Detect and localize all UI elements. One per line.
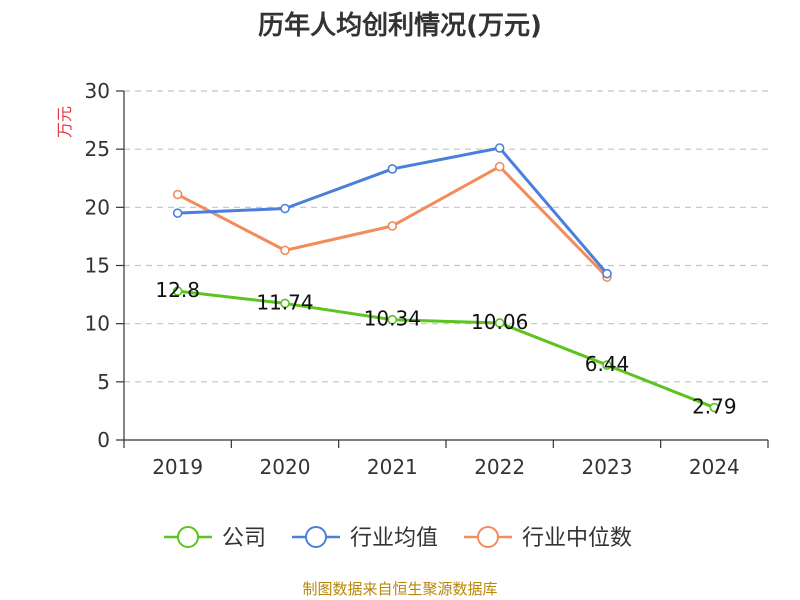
data-label: 11.74 bbox=[256, 290, 313, 314]
chart-title: 历年人均创利情况(万元) bbox=[258, 10, 542, 41]
data-point bbox=[602, 268, 612, 279]
data-label: 10.06 bbox=[471, 310, 528, 334]
legend-label: 行业中位数 bbox=[522, 526, 632, 551]
legend-item-2[interactable]: 行业中位数 bbox=[464, 526, 632, 551]
data-point bbox=[494, 318, 505, 328]
series-lines bbox=[172, 143, 720, 413]
x-tick-label: 2023 bbox=[582, 455, 633, 479]
data-label: 12.8 bbox=[155, 278, 200, 302]
data-point bbox=[280, 203, 290, 214]
data-point bbox=[494, 143, 505, 153]
data-point bbox=[280, 298, 290, 309]
series-line-0 bbox=[176, 289, 716, 410]
data-point bbox=[172, 189, 183, 200]
legend-marker-icon bbox=[305, 526, 327, 548]
y-tick-label: 0 bbox=[97, 428, 110, 452]
y-tick-label: 20 bbox=[85, 195, 110, 219]
data-point bbox=[387, 314, 398, 325]
data-labels: 12.8 11.74 10.34 10.06 6.44 2.79 bbox=[155, 278, 736, 418]
legend-marker-icon bbox=[477, 526, 499, 548]
x-tick-label: 2021 bbox=[367, 455, 418, 479]
data-point bbox=[602, 360, 612, 370]
legend-marker-icon bbox=[177, 526, 199, 548]
legend-label: 公司 bbox=[222, 526, 266, 551]
data-label: 6.44 bbox=[585, 352, 630, 376]
x-tick-label: 2019 bbox=[152, 455, 203, 479]
axes: 0 5 10 15 20 25 30 2019 2020 2021 2022 2023 2024 bbox=[85, 79, 769, 479]
y-tick-label: 10 bbox=[85, 312, 110, 336]
data-point bbox=[172, 286, 183, 296]
x-tick-label: 2024 bbox=[689, 455, 740, 479]
data-point bbox=[172, 208, 183, 218]
y-axis-unit-label: 万元 bbox=[55, 106, 74, 138]
x-tick-label: 2022 bbox=[474, 455, 525, 479]
source-note: 制图数据来自恒生聚源数据库 bbox=[302, 580, 497, 598]
x-tick-label: 2020 bbox=[260, 455, 311, 479]
legend: 公司 行业均值 行业中位数 bbox=[164, 526, 632, 551]
data-label: 2.79 bbox=[692, 395, 737, 419]
data-point bbox=[494, 161, 505, 172]
legend-item-1[interactable]: 行业均值 bbox=[292, 526, 438, 551]
legend-label: 行业均值 bbox=[350, 526, 438, 551]
y-tick-label: 15 bbox=[85, 254, 110, 278]
y-tick-label: 5 bbox=[97, 370, 110, 394]
y-tick-label: 25 bbox=[85, 137, 110, 161]
legend-item-0[interactable]: 公司 bbox=[164, 526, 266, 551]
data-point bbox=[387, 221, 398, 231]
y-tick-label: 30 bbox=[85, 79, 110, 103]
data-label: 10.34 bbox=[364, 307, 421, 331]
data-point bbox=[709, 402, 720, 413]
data-point bbox=[387, 164, 398, 174]
data-point bbox=[280, 245, 290, 256]
grid-lines bbox=[124, 90, 768, 383]
